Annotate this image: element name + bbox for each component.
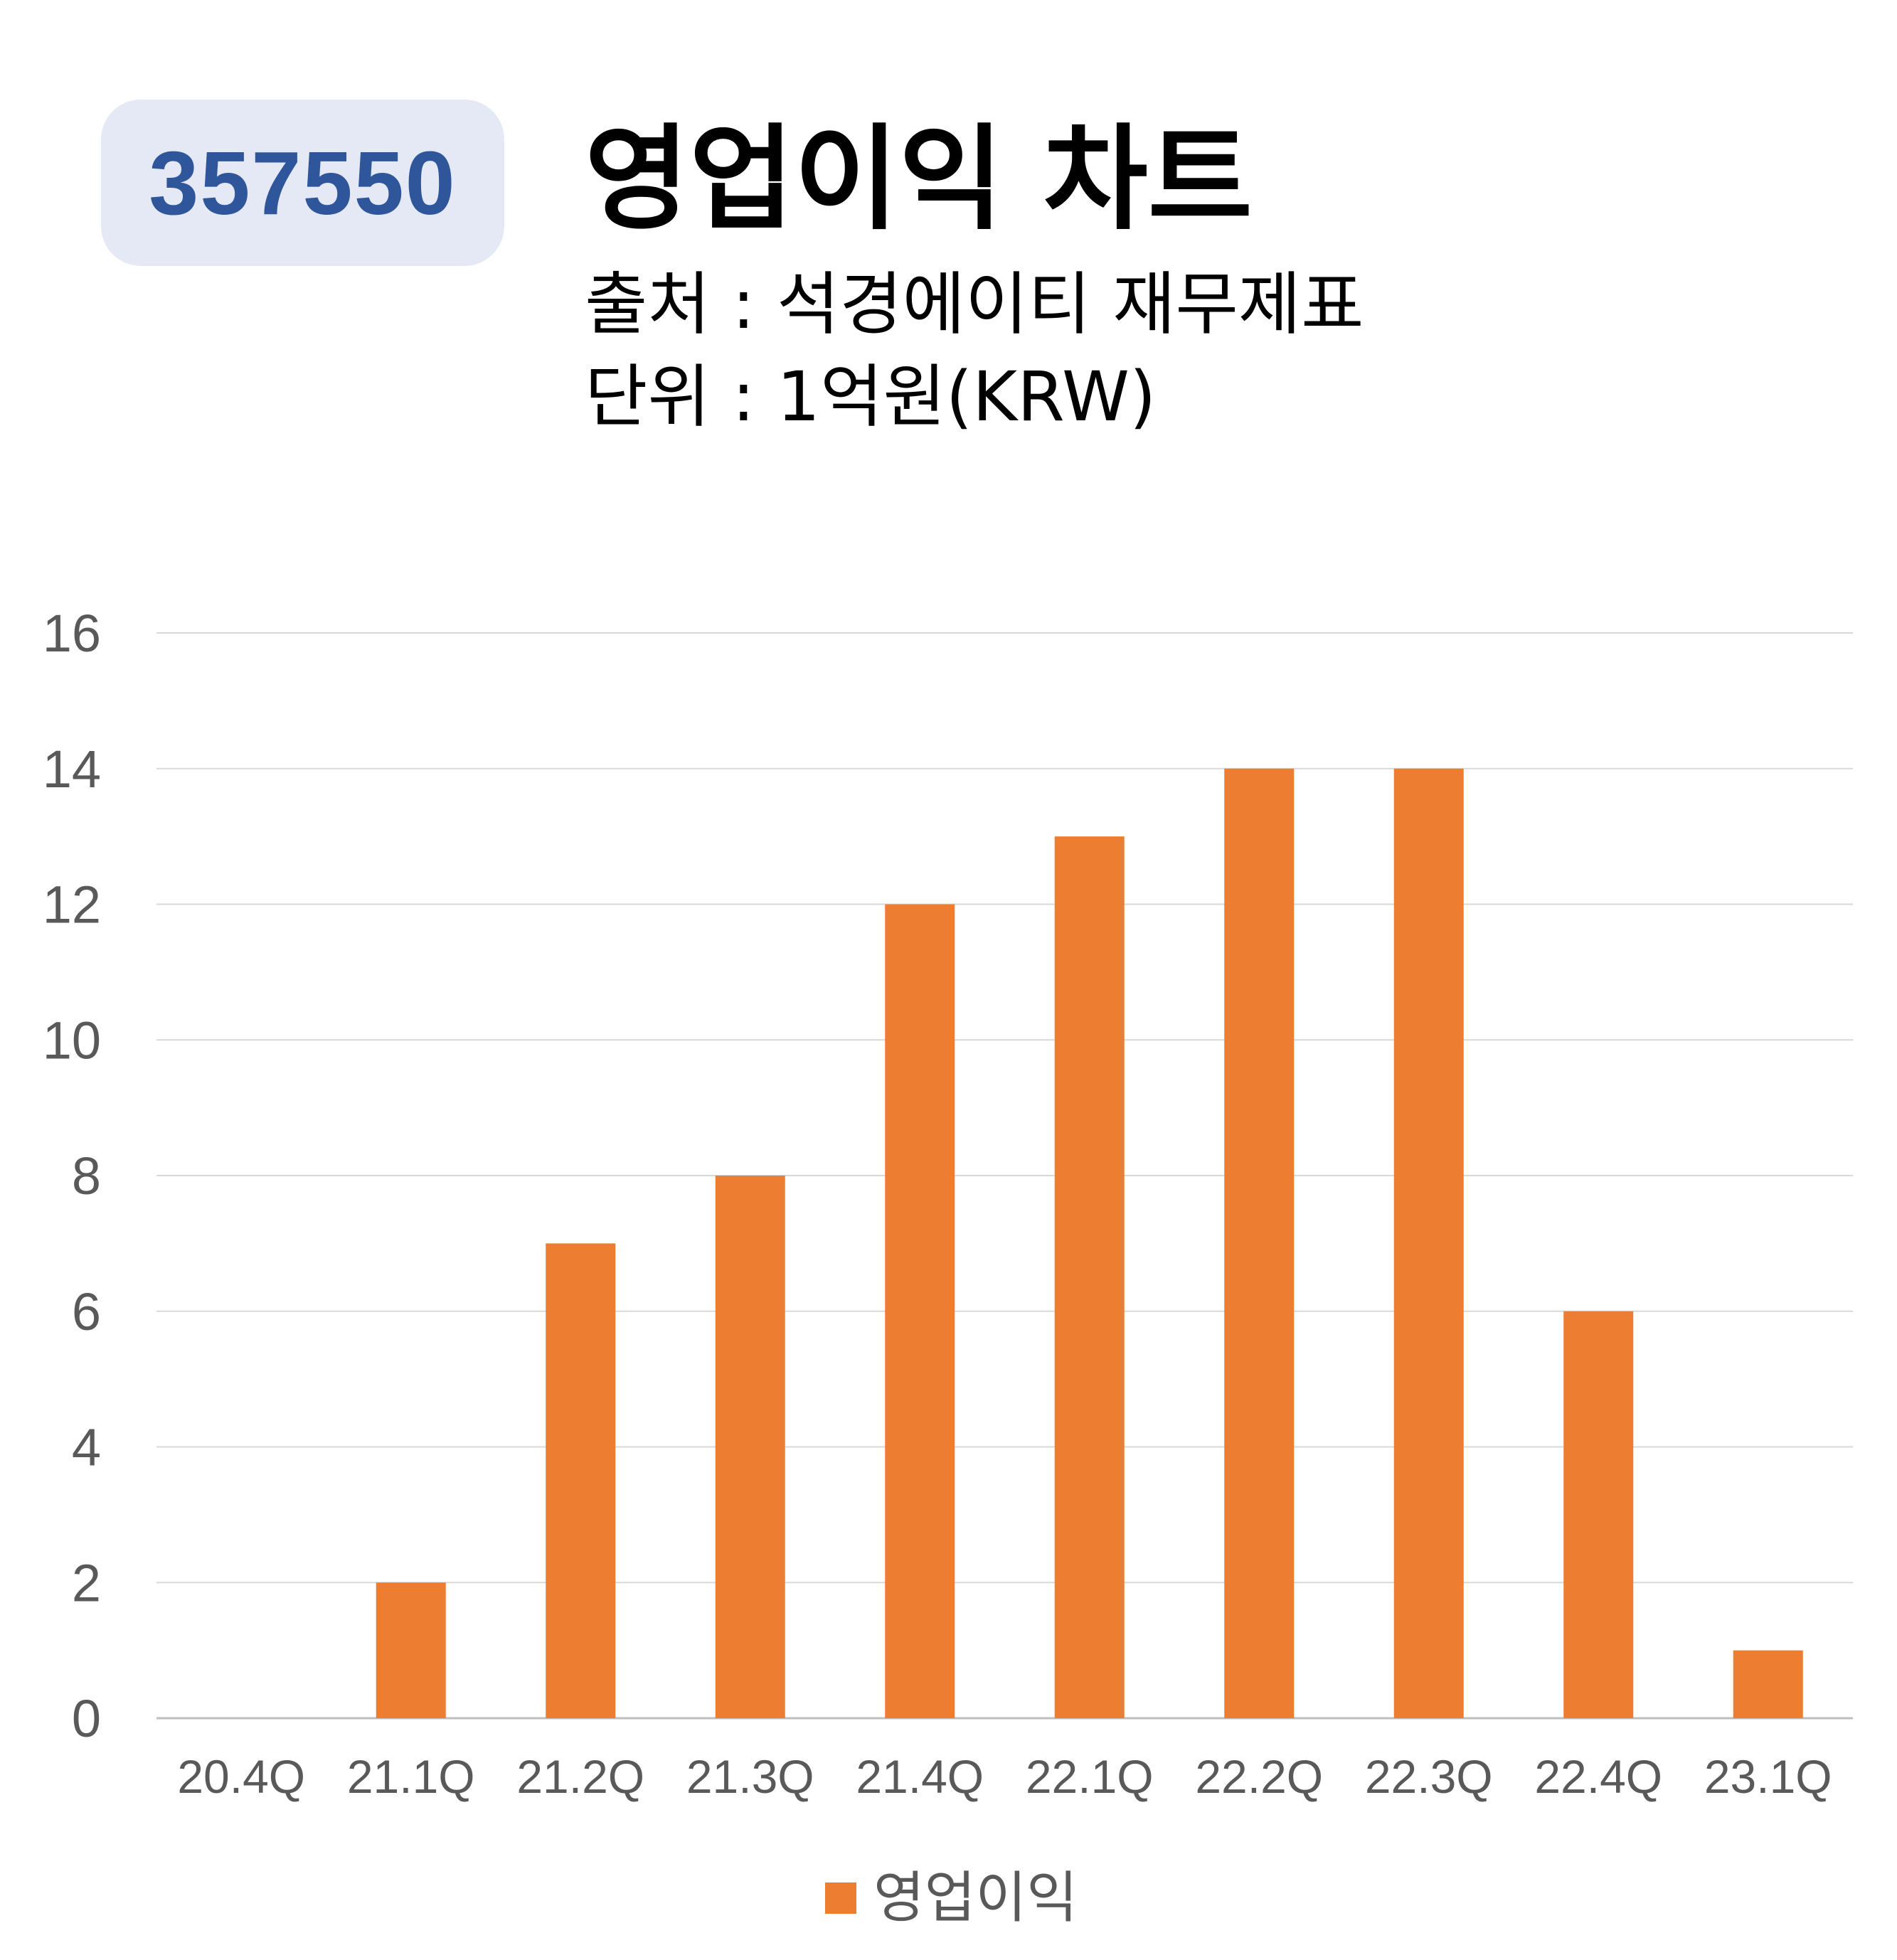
bar-22.2Q [1224,768,1295,1718]
x-tick-label: 22.2Q [1195,1750,1323,1803]
y-tick-label: 16 [43,604,101,663]
bar-22.4Q [1563,1311,1634,1718]
legend-label: 영업이익 [873,1866,1078,1930]
stock-code-badge: 357550 [101,100,504,266]
x-tick-label: 20.4Q [177,1750,305,1803]
bar-21.4Q [885,904,955,1718]
bar-22.3Q [1393,768,1464,1718]
bar-21.2Q [546,1243,616,1718]
y-tick-label: 0 [72,1689,101,1748]
bar-23.1Q [1733,1650,1803,1718]
chart-title: 영업이익 차트 [585,112,1253,245]
bar-21.1Q [376,1582,446,1718]
x-tick-label: 22.1Q [1026,1750,1154,1803]
x-tick-label: 21.2Q [516,1750,644,1803]
y-tick-label: 6 [72,1282,101,1341]
y-tick-label: 2 [72,1553,101,1612]
y-tick-label: 4 [72,1418,101,1477]
x-tick-label: 21.3Q [686,1750,814,1803]
x-axis-ticks: 20.4Q 21.1Q 21.2Q 21.3Q 21.4Q 22.1Q 22.2Q 22.3Q… [177,1750,1832,1803]
legend: 영업이익 [825,1870,1078,1926]
legend-swatch [825,1882,856,1914]
bar-21.3Q [715,1176,785,1718]
y-tick-label: 14 [43,740,101,799]
x-tick-label: 23.1Q [1704,1750,1832,1803]
unit-line: 단위 : 1억원(KRW) [585,357,1157,437]
bar-22.1Q [1054,836,1125,1718]
y-tick-label: 12 [43,875,101,934]
bars [376,768,1803,1718]
source-line: 출처 : 석경에이티 재무제표 [585,265,1364,344]
x-tick-label: 21.4Q [856,1750,984,1803]
y-tick-label: 10 [43,1011,101,1070]
stock-code: 357550 [149,132,457,233]
x-tick-label: 21.1Q [347,1750,475,1803]
y-tick-label: 8 [72,1146,101,1205]
x-tick-label: 22.3Q [1365,1750,1493,1803]
y-axis-ticks: 0 2 4 6 8 10 12 14 16 [43,604,101,1748]
x-tick-label: 22.4Q [1534,1750,1662,1803]
